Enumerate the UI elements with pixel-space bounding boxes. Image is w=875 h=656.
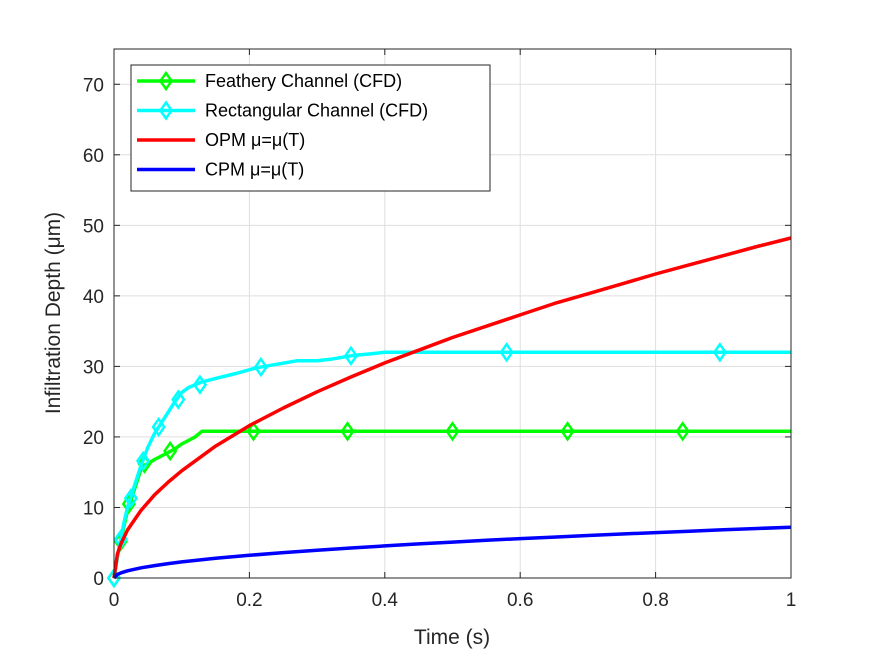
data-point-marker xyxy=(135,450,151,472)
plot-frame xyxy=(113,48,792,579)
data-point-marker xyxy=(253,356,269,378)
data-point-marker xyxy=(343,345,359,366)
x-tick-label: 0.8 xyxy=(642,590,668,611)
legend: Feathery Channel (CFD) Rectangular Channe… xyxy=(130,64,491,192)
data-point-marker xyxy=(340,421,355,442)
y-tick-label: 10 xyxy=(83,498,104,519)
data-point-marker xyxy=(499,342,514,363)
series-line xyxy=(112,350,791,579)
legend-label: Rectangular Channel (CFD) xyxy=(205,101,428,121)
axes xyxy=(113,48,792,579)
legend-swatch-marker xyxy=(158,100,174,121)
y-tick-label: 50 xyxy=(83,216,104,237)
y-tick-label: 20 xyxy=(83,428,104,449)
series-line xyxy=(112,236,792,579)
data-point-marker xyxy=(675,421,690,442)
legend-label: CPM μ=μ(T) xyxy=(205,160,304,180)
y-axis-title: Infiltration Depth (μm) xyxy=(42,212,65,414)
x-tick-label: 0.2 xyxy=(236,590,262,611)
y-tick-label: 40 xyxy=(83,287,104,308)
series-line xyxy=(112,525,792,580)
data-point-marker xyxy=(560,421,575,442)
y-tick-label: 0 xyxy=(93,569,104,590)
data-point-marker xyxy=(246,421,261,442)
x-tick-label: 0.6 xyxy=(507,590,533,611)
data-point-marker xyxy=(445,421,460,442)
x-tick-label: 0 xyxy=(109,590,120,611)
series-3 xyxy=(112,236,792,579)
data-point-marker xyxy=(171,389,186,410)
legend-label: OPM μ=μ(T) xyxy=(205,130,305,150)
legend-swatch-marker xyxy=(158,70,174,92)
y-tick-label: 30 xyxy=(83,357,104,378)
x-tick-label: 0.4 xyxy=(372,590,399,611)
data-point-marker xyxy=(192,374,208,395)
y-tick-label: 70 xyxy=(83,75,104,96)
x-tick-label: 1 xyxy=(786,590,797,611)
data-point-marker xyxy=(151,416,166,438)
series-layer xyxy=(106,236,792,589)
legend-label: Feathery Channel (CFD) xyxy=(205,71,402,91)
data-point-marker xyxy=(712,342,728,363)
data-point-marker xyxy=(121,493,137,515)
x-axis-title: Time (s) xyxy=(414,626,490,649)
data-point-marker xyxy=(123,488,139,509)
data-point-marker xyxy=(163,440,178,462)
y-tick-label: 60 xyxy=(83,146,104,167)
series-4 xyxy=(112,525,792,580)
